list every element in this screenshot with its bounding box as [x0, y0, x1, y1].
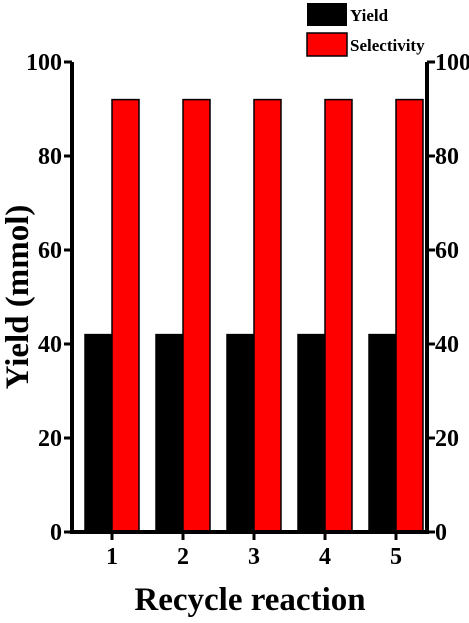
bar-yield-1 [84, 333, 113, 533]
y-tick-label-left: 40 [38, 332, 62, 358]
y-tick-label-left: 20 [38, 426, 62, 452]
y-axis-title: Yield (mmol) [0, 205, 36, 390]
y-tick-label-right: 40 [435, 332, 459, 358]
legend-swatch-yield [307, 3, 347, 26]
legend-swatch-selectivity [306, 32, 348, 57]
y-tick-label-left: 60 [38, 238, 62, 264]
x-axis-title: Recycle reaction [134, 582, 365, 618]
bars-group [84, 98, 424, 533]
y-tick-label-right: 0 [435, 520, 447, 546]
y-tick-label-left: 80 [38, 144, 62, 170]
legend-label-selectivity: Selectivity [350, 36, 425, 55]
y-tick-label-right: 60 [435, 238, 459, 264]
y-tick-label-right: 20 [435, 426, 459, 452]
x-tick-label: 5 [390, 544, 402, 570]
bar-selectivity-5 [395, 98, 424, 533]
x-tick-label: 2 [177, 544, 189, 570]
bar-yield-3 [226, 333, 255, 533]
bar-selectivity-2 [182, 98, 211, 533]
y-tick-label-right: 80 [435, 144, 459, 170]
x-tick-label: 1 [106, 544, 118, 570]
legend: Yield Selectivity [306, 3, 425, 57]
x-tick-label: 3 [248, 544, 260, 570]
bar-selectivity-1 [111, 98, 140, 533]
left-y-ticks: 0 20 40 60 80 100 [26, 50, 72, 546]
x-ticks: 1 2 3 4 5 [106, 532, 402, 570]
y-tick-label-left: 0 [50, 520, 62, 546]
bar-yield-4 [297, 333, 326, 533]
bar-selectivity-4 [324, 98, 353, 533]
legend-label-yield: Yield [350, 6, 389, 25]
bar-yield-5 [368, 333, 397, 533]
bar-yield-2 [155, 333, 184, 533]
bar-selectivity-3 [253, 98, 282, 533]
y-tick-label-right: 100 [435, 50, 469, 76]
x-tick-label: 4 [319, 544, 331, 570]
right-y-ticks: 0 20 40 60 80 100 [427, 50, 469, 546]
y-tick-label-left: 100 [26, 50, 62, 76]
